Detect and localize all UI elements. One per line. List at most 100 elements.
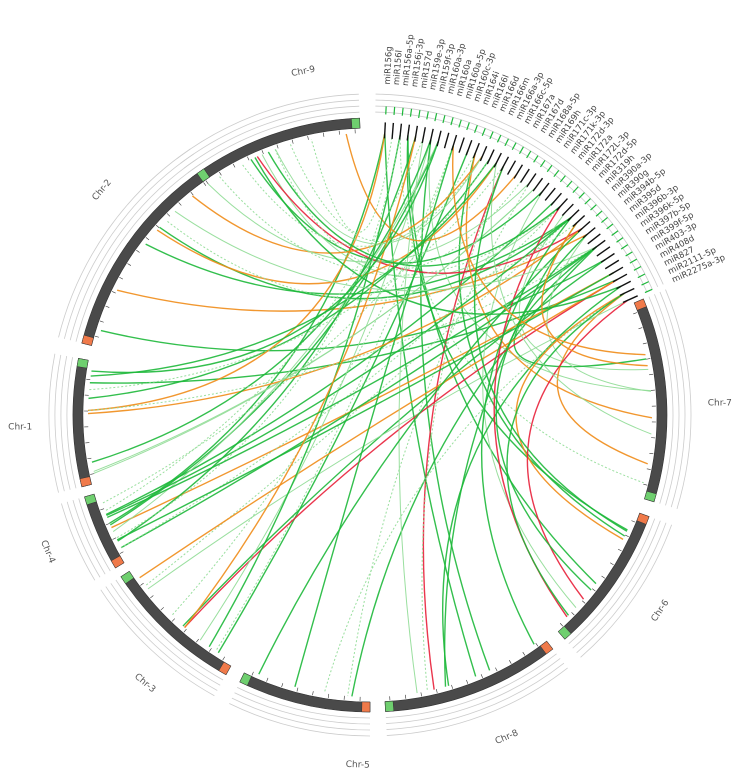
mirna-marker xyxy=(479,145,488,162)
mirna-track-mark xyxy=(584,198,591,205)
scale-tick xyxy=(646,468,651,470)
telomere-start-marker xyxy=(218,661,232,676)
target-link xyxy=(116,234,588,312)
scale-tick xyxy=(291,139,294,144)
chromosome-chr5: Chr-5 xyxy=(239,671,371,771)
scale-tick xyxy=(592,588,596,592)
mirna-track-mark xyxy=(559,175,566,183)
track-ring xyxy=(375,99,659,288)
chromosome-chr6: Chr-6 xyxy=(557,512,672,640)
scale-tick xyxy=(646,358,651,360)
mirna-marker xyxy=(493,152,502,168)
scale-tick xyxy=(99,320,104,323)
track-ring xyxy=(54,354,65,492)
scale-tick xyxy=(649,373,654,376)
telomere-start-marker xyxy=(361,701,371,713)
target-link xyxy=(480,216,572,645)
scale-tick xyxy=(232,163,236,168)
scale-tick xyxy=(322,132,325,137)
mirna-track-mark xyxy=(511,142,517,151)
mirna-track-mark xyxy=(418,109,421,119)
mirna-track-mark xyxy=(393,106,396,116)
scale-tick xyxy=(127,263,132,266)
mirna-marker xyxy=(414,125,419,142)
mirna-marker xyxy=(556,198,568,211)
mirna-marker xyxy=(619,287,635,297)
scale-tick xyxy=(105,305,110,308)
scale-tick xyxy=(119,551,124,554)
track-ring xyxy=(386,658,561,724)
telomere-end-marker xyxy=(557,625,572,640)
telomere-start-marker xyxy=(539,640,554,655)
target-link xyxy=(106,246,597,519)
mirna-track-mark xyxy=(434,113,438,122)
target-link xyxy=(111,272,614,529)
target-link xyxy=(120,206,561,549)
track-ring xyxy=(66,501,101,578)
track-ring xyxy=(375,105,653,290)
target-link xyxy=(184,136,417,629)
scale-tick xyxy=(140,582,144,586)
telomere-end-marker xyxy=(84,493,97,506)
mirna-label: miR156g xyxy=(383,46,395,85)
scale-tick xyxy=(327,693,330,698)
chromosome-band xyxy=(633,298,668,503)
chromosome-label: Chr-4 xyxy=(38,539,57,565)
scale-tick xyxy=(112,537,117,540)
track-ring xyxy=(659,291,686,508)
mirna-track-mark xyxy=(401,107,404,116)
mirna-track-mark xyxy=(489,131,494,140)
track-ring xyxy=(187,111,360,174)
target-link xyxy=(407,135,597,585)
mirna-track-mark xyxy=(496,134,502,143)
target-link xyxy=(422,166,504,690)
target-link xyxy=(421,166,504,692)
mirna-marker xyxy=(519,168,530,183)
mirna-track-mark xyxy=(625,251,633,257)
track-ring xyxy=(110,583,221,686)
mirna-marker xyxy=(577,220,591,233)
mirna-track-mark xyxy=(518,146,524,155)
mirna-track-mark xyxy=(641,281,649,286)
chromosome-label: Chr-8 xyxy=(494,728,520,747)
telomere-end-marker xyxy=(120,570,135,584)
scale-tick xyxy=(196,638,199,643)
track-ring xyxy=(48,353,59,493)
scale-tick xyxy=(509,660,512,664)
mirna-marker xyxy=(612,273,628,283)
scale-tick xyxy=(405,694,407,699)
telomere-end-marker xyxy=(351,117,361,129)
telomere-start-marker xyxy=(81,334,94,346)
mirna-marker xyxy=(600,252,615,263)
mirna-marker xyxy=(616,280,632,290)
target-link xyxy=(89,166,504,391)
chromosome-chr7: Chr-7 xyxy=(633,298,732,503)
mirna-marker xyxy=(622,295,638,303)
mirna-marker xyxy=(526,173,537,188)
chromosome-label: Chr-7 xyxy=(708,398,732,408)
scale-tick xyxy=(638,327,643,330)
mirna-marker xyxy=(596,246,611,257)
track-ring xyxy=(183,105,360,169)
target-link xyxy=(294,145,454,688)
track-ring xyxy=(385,653,557,718)
scale-tick xyxy=(495,667,498,672)
target-link xyxy=(482,191,577,608)
target-link xyxy=(139,278,618,579)
track-ring xyxy=(176,93,359,159)
mirna-track-mark xyxy=(616,237,624,243)
mirna-marker xyxy=(506,160,517,175)
mirna-track-mark xyxy=(637,273,646,279)
target-link xyxy=(274,149,524,271)
link-layer xyxy=(87,133,653,697)
track-ring xyxy=(648,296,674,504)
scale-tick xyxy=(208,648,212,652)
target-link xyxy=(104,137,424,512)
track-ring xyxy=(386,667,568,736)
scale-tick xyxy=(203,182,207,186)
scale-tick xyxy=(100,508,105,511)
scale-tick xyxy=(183,628,187,633)
mirna-track-mark xyxy=(473,125,478,133)
target-link xyxy=(116,134,401,539)
chromosome-chr2: Chr-2 xyxy=(81,168,210,346)
